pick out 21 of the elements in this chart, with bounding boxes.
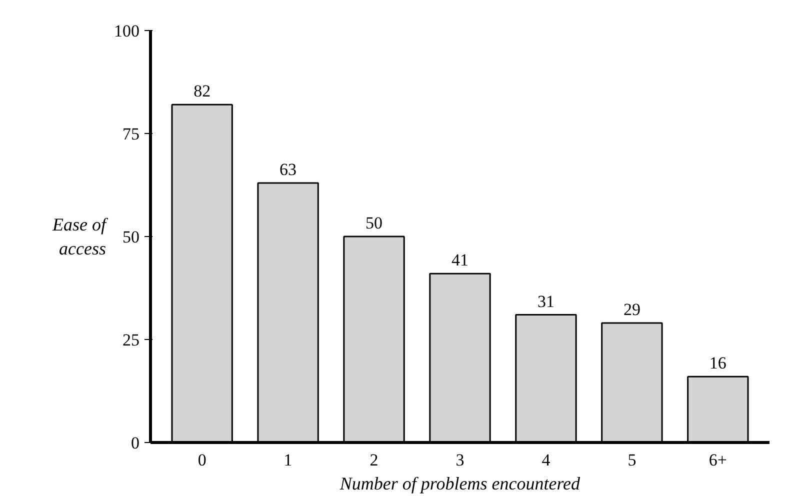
data-label: 50 <box>366 214 383 232</box>
y-tick-label: 75 <box>122 124 140 144</box>
data-label: 41 <box>452 250 468 270</box>
x-tick-label: 2 <box>370 450 378 470</box>
y-tick-label: 0 <box>131 434 140 452</box>
x-tick-label: 5 <box>628 450 636 470</box>
x-tick-label: 3 <box>456 450 464 470</box>
x-tick-label: 1 <box>284 450 292 470</box>
y-tick-label: 50 <box>122 228 140 246</box>
data-label: 82 <box>194 82 211 101</box>
x-tick-label: 4 <box>542 450 551 470</box>
data-label: 16 <box>709 354 726 373</box>
x-tick-label: 0 <box>198 450 206 470</box>
y-axis-title: Ease of access <box>52 214 109 258</box>
y-tick-label: 25 <box>122 330 140 350</box>
x-tick-label: 6+ <box>708 450 727 470</box>
data-label: 63 <box>280 160 297 179</box>
x-axis-title: Number of problems encountered <box>338 474 582 494</box>
data-label: 29 <box>623 300 640 320</box>
y-tick-label: 100 <box>114 22 140 40</box>
data-label: 31 <box>537 292 554 311</box>
